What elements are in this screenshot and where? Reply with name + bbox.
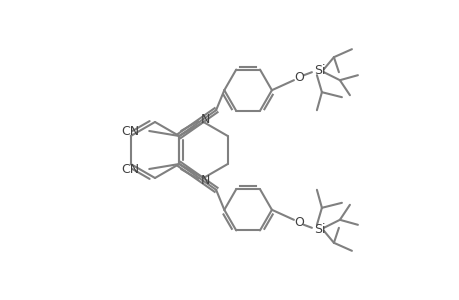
Text: O: O	[293, 71, 303, 84]
Text: N: N	[201, 112, 210, 125]
Text: CN: CN	[121, 163, 139, 176]
Text: N: N	[201, 175, 210, 188]
Text: CN: CN	[121, 124, 139, 137]
Text: Si: Si	[313, 64, 325, 77]
Text: O: O	[293, 216, 303, 229]
Text: Si: Si	[313, 223, 325, 236]
